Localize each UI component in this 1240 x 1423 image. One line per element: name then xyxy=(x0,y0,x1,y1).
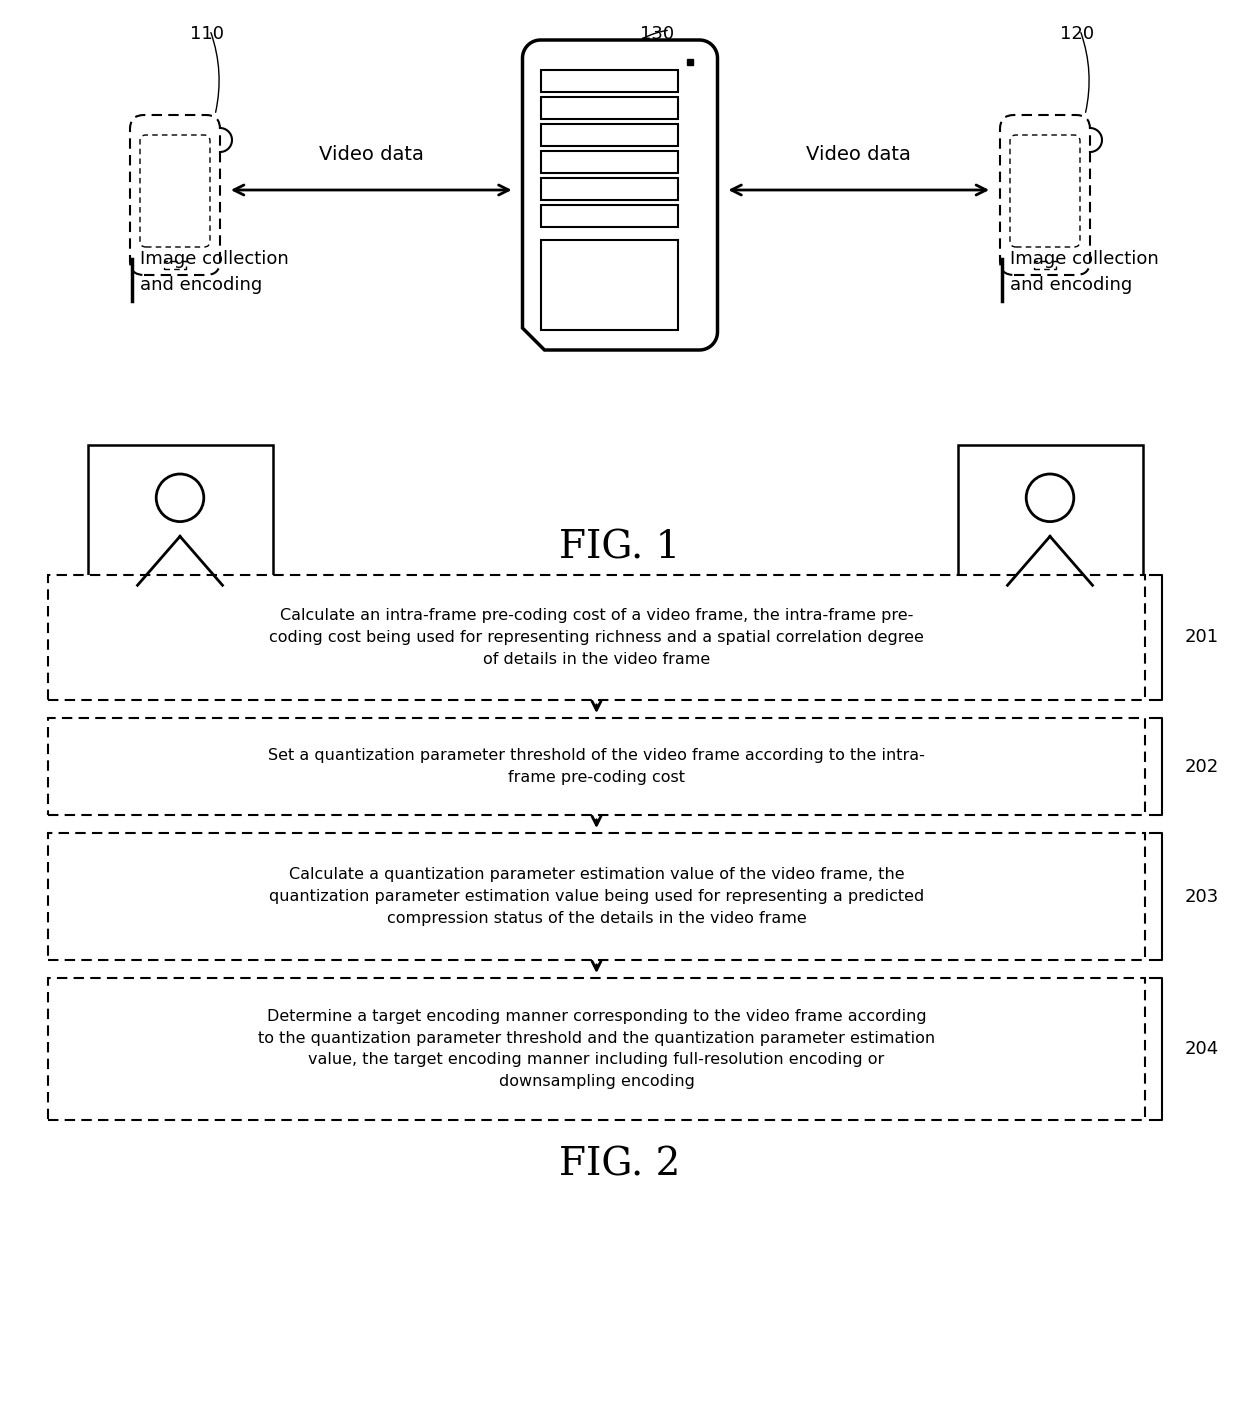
Bar xyxy=(541,70,677,92)
FancyBboxPatch shape xyxy=(140,135,210,248)
FancyBboxPatch shape xyxy=(130,115,219,275)
Text: 201: 201 xyxy=(1185,629,1219,646)
Text: Image collection
and encoding: Image collection and encoding xyxy=(1011,250,1158,293)
Bar xyxy=(541,151,677,174)
Text: FIG. 1: FIG. 1 xyxy=(559,529,681,566)
Text: Video data: Video data xyxy=(319,145,424,165)
FancyBboxPatch shape xyxy=(1011,135,1080,248)
Bar xyxy=(48,575,1145,700)
Text: Calculate a quantization parameter estimation value of the video frame, the
quan: Calculate a quantization parameter estim… xyxy=(269,868,924,925)
Bar xyxy=(541,178,677,201)
Text: Video data: Video data xyxy=(806,145,911,165)
Bar xyxy=(48,719,1145,815)
Bar xyxy=(48,978,1145,1120)
Bar xyxy=(48,832,1145,961)
Text: Image collection
and encoding: Image collection and encoding xyxy=(140,250,289,293)
Text: FIG. 2: FIG. 2 xyxy=(559,1147,681,1184)
Bar xyxy=(541,205,677,228)
Text: Set a quantization parameter threshold of the video frame according to the intra: Set a quantization parameter threshold o… xyxy=(268,748,925,785)
Text: Determine a target encoding manner corresponding to the video frame according
to: Determine a target encoding manner corre… xyxy=(258,1009,935,1089)
Bar xyxy=(957,445,1142,610)
Text: 204: 204 xyxy=(1185,1040,1219,1057)
FancyBboxPatch shape xyxy=(999,115,1090,275)
Polygon shape xyxy=(522,40,718,350)
Text: 120: 120 xyxy=(1060,26,1094,43)
Text: 203: 203 xyxy=(1185,888,1219,905)
Bar xyxy=(541,97,677,120)
Text: 110: 110 xyxy=(190,26,224,43)
Text: Calculate an intra-frame pre-coding cost of a video frame, the intra-frame pre-
: Calculate an intra-frame pre-coding cost… xyxy=(269,609,924,666)
Bar xyxy=(541,124,677,147)
Bar xyxy=(541,240,677,330)
Bar xyxy=(88,445,273,610)
Text: 202: 202 xyxy=(1185,757,1219,776)
Text: 130: 130 xyxy=(640,26,675,43)
Bar xyxy=(1034,260,1056,269)
Bar xyxy=(164,260,186,269)
